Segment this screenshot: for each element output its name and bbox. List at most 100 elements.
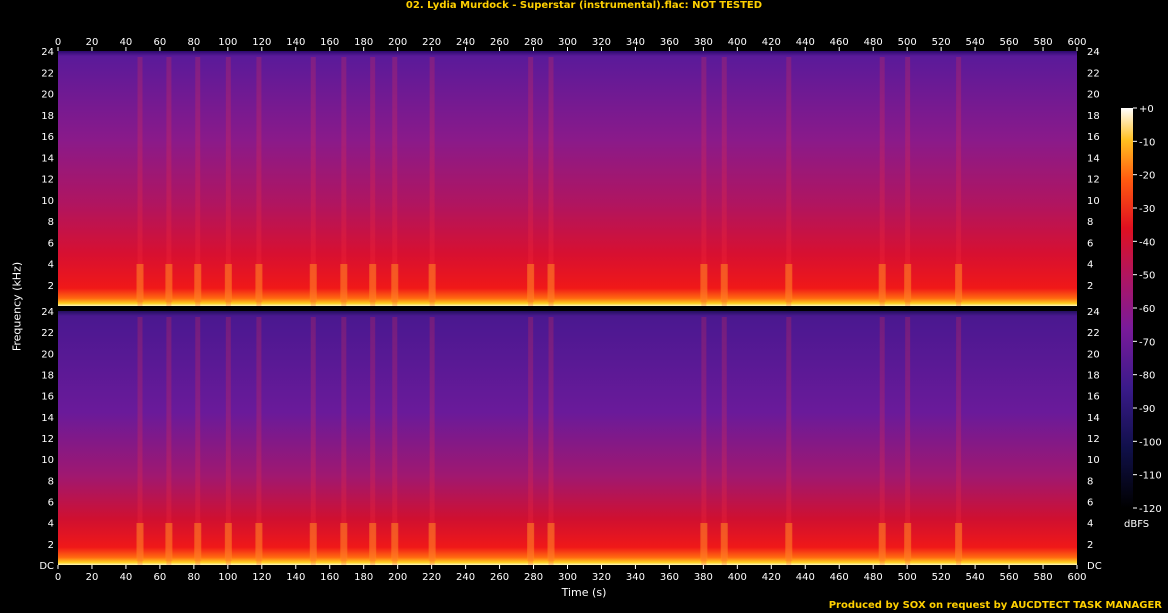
x-tick-label-top: 600 — [1067, 37, 1086, 48]
y-tick-label-left-bottom: 18 — [41, 371, 54, 382]
y-tick-label-right-bottom: 8 — [1087, 476, 1093, 487]
burst-hot-region — [955, 523, 963, 561]
burst-hot-region — [785, 523, 793, 561]
colorbar-tick-label: -120 — [1139, 504, 1162, 515]
x-tick-label-bottom: 580 — [1033, 572, 1052, 583]
y-tick-label-right-bottom: 24 — [1087, 307, 1100, 318]
x-tick-label-bottom: 100 — [218, 572, 237, 583]
burst-band — [137, 317, 143, 565]
x-tick-label-top: 60 — [154, 37, 167, 48]
y-tick-label-left-bottom: 24 — [41, 307, 54, 318]
y-tick-label-right-top: 20 — [1087, 90, 1100, 101]
x-tick-label-top: 420 — [762, 37, 781, 48]
y-tick-label-right-bottom: 4 — [1087, 519, 1093, 530]
x-tick-label-top: 380 — [694, 37, 713, 48]
x-tick-label-top: 240 — [456, 37, 475, 48]
y-tick-label-left-top: 8 — [48, 217, 54, 228]
y-tick-label-left-top: 10 — [41, 196, 54, 207]
y-tick-label-left-bottom: 12 — [41, 434, 54, 445]
burst-band — [528, 317, 534, 565]
x-tick-label-top: 160 — [320, 37, 339, 48]
burst-hot-region — [785, 264, 793, 302]
y-tick-label-right-bottom: 6 — [1087, 498, 1093, 509]
y-tick-label-left-top: 2 — [48, 281, 54, 292]
y-tick-label-right-top: 14 — [1087, 153, 1100, 164]
y-tick-label-right-bottom: 2 — [1087, 540, 1093, 551]
burst-band — [341, 317, 347, 565]
x-tick-label-bottom: 320 — [592, 572, 611, 583]
x-tick-label-top: 80 — [187, 37, 200, 48]
x-tick-label-bottom: 460 — [830, 572, 849, 583]
x-tick-label-top: 40 — [120, 37, 133, 48]
x-tick-label-top: 120 — [252, 37, 271, 48]
x-tick-label-bottom: 120 — [252, 572, 271, 583]
colorbar-tick-label: -20 — [1139, 171, 1155, 182]
y-tick-label-right-top: 12 — [1087, 175, 1100, 186]
colorbar-tick-label: -110 — [1139, 471, 1162, 482]
x-tick-label-top: 300 — [558, 37, 577, 48]
y-tick-label-left-top: 6 — [48, 238, 54, 249]
y-tick-label-left-bottom: 14 — [41, 413, 54, 424]
burst-band — [310, 317, 316, 565]
burst-band — [956, 317, 962, 565]
x-tick-label-top: 140 — [286, 37, 305, 48]
burst-hot-region — [340, 523, 348, 561]
transient-bursts — [136, 57, 963, 565]
burst-hot-region — [904, 264, 912, 302]
burst-band — [392, 317, 398, 565]
burst-band — [786, 57, 792, 306]
x-tick-label-top: 0 — [55, 37, 61, 48]
x-tick-label-bottom: 220 — [422, 572, 441, 583]
y-tick-label-left-top: 22 — [41, 68, 54, 79]
burst-band — [528, 57, 534, 306]
burst-band — [879, 57, 885, 306]
burst-band — [392, 57, 398, 306]
y-tick-label-left-top: 20 — [41, 90, 54, 101]
x-tick-label-top: 260 — [490, 37, 509, 48]
y-tick-label-left-top: 24 — [41, 47, 54, 58]
x-tick-label-bottom: 500 — [898, 572, 917, 583]
burst-band — [137, 57, 143, 306]
burst-band — [548, 317, 554, 565]
x-tick-label-top: 100 — [218, 37, 237, 48]
y-tick-label-left-bottom: 2 — [48, 540, 54, 551]
x-tick-label-top: 180 — [354, 37, 373, 48]
burst-hot-region — [547, 264, 555, 302]
x-tick-label-top: 460 — [830, 37, 849, 48]
x-tick-label-top: 560 — [1000, 37, 1019, 48]
colorbar-unit-label: dBFS — [1124, 519, 1150, 530]
colorbar-tick-label: -10 — [1139, 137, 1155, 148]
burst-hot-region — [428, 264, 436, 302]
x-tick-label-bottom: 540 — [966, 572, 985, 583]
x-tick-label-bottom: 340 — [626, 572, 645, 583]
burst-hot-region — [369, 264, 377, 302]
x-tick-label-top: 220 — [422, 37, 441, 48]
burst-hot-region — [527, 264, 535, 302]
spectrogram-right-channel — [58, 311, 1077, 565]
colorbar-tick-label: -50 — [1139, 271, 1155, 282]
y-tick-label-right-top: 8 — [1087, 217, 1093, 228]
x-tick-label-bottom: 20 — [86, 572, 99, 583]
x-tick-label-top: 580 — [1033, 37, 1052, 48]
y-tick-label-right-bottom: 18 — [1087, 371, 1100, 382]
x-tick-label-bottom: 60 — [154, 572, 167, 583]
footer-credit: Produced by SOX on request by AUCDTECT T… — [828, 600, 1162, 611]
x-tick-label-top: 200 — [388, 37, 407, 48]
y-tick-label-left-top: 4 — [48, 260, 54, 271]
y-tick-label-left-bottom: DC — [39, 561, 54, 572]
x-tick-label-top: 480 — [864, 37, 883, 48]
burst-hot-region — [165, 264, 173, 302]
y-tick-label-left-bottom: 4 — [48, 519, 54, 530]
x-tick-label-bottom: 80 — [187, 572, 200, 583]
burst-band — [701, 317, 707, 565]
x-tick-label-bottom: 40 — [120, 572, 133, 583]
colorbar-tick-label: +0 — [1139, 104, 1154, 115]
burst-band — [225, 317, 231, 565]
y-ticks-left: 24 22 20 18 16 14 12 10 8 6 4 2 24 22 20 18 16 14 12 10 8 6 4 2… — [39, 47, 54, 572]
colorbar-tick-label: -70 — [1139, 337, 1155, 348]
burst-band — [341, 57, 347, 306]
y-tick-label-right-bottom: 16 — [1087, 392, 1100, 403]
burst-hot-region — [955, 264, 963, 302]
burst-hot-region — [391, 264, 399, 302]
y-ticks-right: 24 22 20 18 16 14 12 10 8 6 4 2 24 22 20 18 16 14 12 10 8 6 4 2… — [1087, 47, 1102, 572]
